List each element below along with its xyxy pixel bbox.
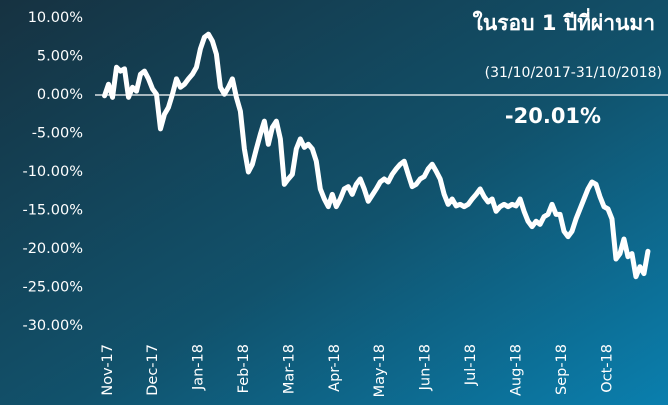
x-tick-label: Sep-18	[554, 344, 570, 395]
y-tick-label: -25.00%	[22, 280, 83, 296]
x-tick-label: Dec-17	[145, 344, 161, 396]
x-tick-label: Jun-18	[418, 344, 434, 391]
y-tick-label: 10.00%	[28, 10, 83, 26]
x-tick-label: Apr-18	[327, 344, 343, 392]
y-tick-label: 5.00%	[37, 49, 83, 65]
x-tick-label: Nov-17	[100, 344, 116, 396]
y-tick-label: -20.00%	[22, 241, 83, 257]
x-tick-label: Mar-18	[281, 344, 297, 394]
chart-subtitle: (31/10/2017-31/10/2018)	[485, 65, 662, 81]
line-series	[102, 31, 651, 280]
y-tick-label: -10.00%	[22, 164, 83, 180]
chart-title: ในรอบ 1 ปีที่ผ่านมา	[473, 7, 655, 35]
y-tick-label: -30.00%	[22, 318, 83, 334]
y-tick-label: -15.00%	[22, 203, 83, 219]
x-tick-label: Aug-18	[508, 344, 524, 396]
y-tick-label: 0.00%	[37, 87, 83, 103]
x-tick-label: Oct-18	[599, 344, 615, 393]
x-tick-label: Jul-18	[463, 344, 479, 386]
x-tick-label: Feb-18	[236, 344, 252, 393]
x-tick-label: Jan-18	[191, 344, 207, 391]
annotation: -20.01%	[505, 104, 601, 128]
y-tick-label: -5.00%	[32, 126, 83, 142]
x-tick-label: May-18	[372, 344, 388, 397]
